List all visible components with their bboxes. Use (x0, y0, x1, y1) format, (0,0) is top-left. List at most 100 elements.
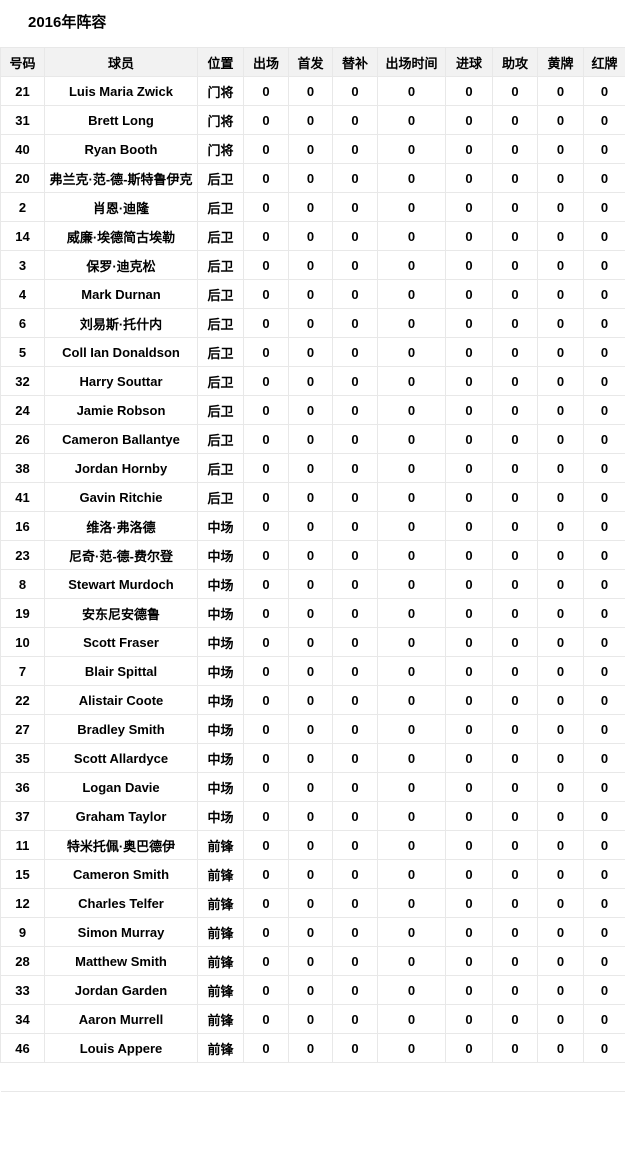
position-cell: 中场 (198, 628, 244, 657)
starts-cell: 0 (289, 251, 333, 280)
subs-cell: 0 (333, 744, 378, 773)
yellow-cell: 0 (538, 425, 584, 454)
yellow-cell: 0 (538, 367, 584, 396)
goals-cell: 0 (446, 309, 493, 338)
yellow-cell: 0 (538, 483, 584, 512)
red-cell: 0 (584, 802, 625, 831)
player-cell: Cameron Smith (45, 860, 198, 889)
player-cell: Stewart Murdoch (45, 570, 198, 599)
assists-cell: 0 (493, 744, 538, 773)
yellow-cell: 0 (538, 280, 584, 309)
apps-cell: 0 (244, 918, 289, 947)
starts-cell: 0 (289, 860, 333, 889)
red-cell: 0 (584, 77, 625, 106)
red-cell: 0 (584, 396, 625, 425)
position-cell: 后卫 (198, 309, 244, 338)
minutes-cell: 0 (378, 309, 446, 338)
number-cell: 32 (1, 367, 45, 396)
position-cell: 前锋 (198, 918, 244, 947)
minutes-cell: 0 (378, 744, 446, 773)
starts-cell: 0 (289, 309, 333, 338)
minutes-cell: 0 (378, 657, 446, 686)
starts-cell: 0 (289, 77, 333, 106)
position-cell: 后卫 (198, 251, 244, 280)
number-cell: 10 (1, 628, 45, 657)
player-cell: Mark Durnan (45, 280, 198, 309)
apps-cell: 0 (244, 1034, 289, 1063)
subs-cell: 0 (333, 918, 378, 947)
position-cell: 前锋 (198, 947, 244, 976)
yellow-cell: 0 (538, 657, 584, 686)
subs-cell: 0 (333, 628, 378, 657)
goals-cell: 0 (446, 425, 493, 454)
assists-cell: 0 (493, 309, 538, 338)
apps-cell: 0 (244, 251, 289, 280)
starts-cell: 0 (289, 657, 333, 686)
starts-cell: 0 (289, 280, 333, 309)
apps-cell: 0 (244, 599, 289, 628)
apps-cell: 0 (244, 686, 289, 715)
number-cell: 8 (1, 570, 45, 599)
red-cell: 0 (584, 193, 625, 222)
goals-cell: 0 (446, 918, 493, 947)
number-cell: 34 (1, 1005, 45, 1034)
assists-cell: 0 (493, 164, 538, 193)
position-cell: 后卫 (198, 193, 244, 222)
player-cell: Logan Davie (45, 773, 198, 802)
minutes-cell: 0 (378, 715, 446, 744)
red-cell: 0 (584, 135, 625, 164)
player-cell: Aaron Murrell (45, 1005, 198, 1034)
minutes-cell: 0 (378, 889, 446, 918)
goals-cell: 0 (446, 686, 493, 715)
goals-cell: 0 (446, 222, 493, 251)
subs-cell: 0 (333, 599, 378, 628)
red-cell: 0 (584, 628, 625, 657)
player-cell: Cameron Ballantye (45, 425, 198, 454)
player-cell: Scott Allardyce (45, 744, 198, 773)
number-cell: 15 (1, 860, 45, 889)
minutes-cell: 0 (378, 106, 446, 135)
table-header: 号码球员位置出场首发替补出场时间进球助攻黄牌红牌 (1, 48, 625, 77)
subs-cell: 0 (333, 947, 378, 976)
subs-cell: 0 (333, 773, 378, 802)
position-cell: 前锋 (198, 1034, 244, 1063)
assists-cell: 0 (493, 280, 538, 309)
goals-cell: 0 (446, 744, 493, 773)
goals-cell: 0 (446, 454, 493, 483)
player-cell: Jordan Hornby (45, 454, 198, 483)
position-cell: 中场 (198, 512, 244, 541)
goals-cell: 0 (446, 367, 493, 396)
minutes-cell: 0 (378, 338, 446, 367)
yellow-cell: 0 (538, 338, 584, 367)
red-cell: 0 (584, 367, 625, 396)
assists-cell: 0 (493, 77, 538, 106)
subs-cell: 0 (333, 1005, 378, 1034)
player-cell: Gavin Ritchie (45, 483, 198, 512)
column-header-assists: 助攻 (493, 48, 538, 77)
assists-cell: 0 (493, 1034, 538, 1063)
assists-cell: 0 (493, 396, 538, 425)
subs-cell: 0 (333, 831, 378, 860)
player-cell: Scott Fraser (45, 628, 198, 657)
goals-cell: 0 (446, 193, 493, 222)
minutes-cell: 0 (378, 367, 446, 396)
position-cell: 前锋 (198, 976, 244, 1005)
number-cell: 19 (1, 599, 45, 628)
starts-cell: 0 (289, 802, 333, 831)
yellow-cell: 0 (538, 947, 584, 976)
position-cell: 中场 (198, 744, 244, 773)
number-cell: 2 (1, 193, 45, 222)
red-cell: 0 (584, 512, 625, 541)
goals-cell: 0 (446, 251, 493, 280)
goals-cell: 0 (446, 1005, 493, 1034)
player-cell: 维洛·弗洛德 (45, 512, 198, 541)
